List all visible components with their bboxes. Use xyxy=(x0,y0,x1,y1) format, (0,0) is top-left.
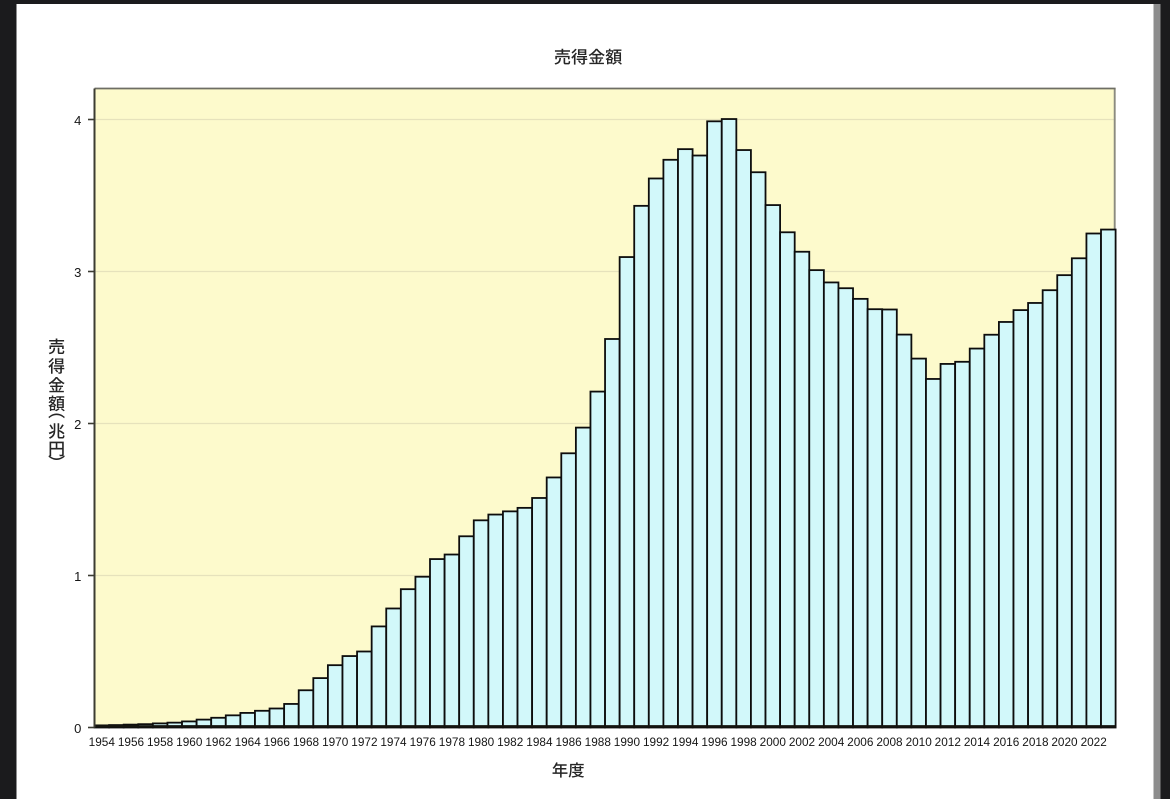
svg-text:0: 0 xyxy=(74,721,81,736)
svg-text:1994: 1994 xyxy=(672,735,699,749)
svg-text:1960: 1960 xyxy=(176,735,203,749)
svg-text:1964: 1964 xyxy=(235,735,262,749)
svg-text:1988: 1988 xyxy=(585,735,612,749)
svg-text:1954: 1954 xyxy=(89,735,116,749)
svg-text:2000: 2000 xyxy=(760,735,787,749)
svg-text:2022: 2022 xyxy=(1081,735,1107,749)
svg-text:1980: 1980 xyxy=(468,735,495,749)
svg-text:2: 2 xyxy=(74,417,81,432)
svg-text:1984: 1984 xyxy=(526,735,553,749)
svg-text:1962: 1962 xyxy=(205,735,231,749)
svg-text:1976: 1976 xyxy=(410,735,437,749)
svg-text:1970: 1970 xyxy=(322,735,349,749)
svg-text:2020: 2020 xyxy=(1051,735,1078,749)
svg-text:4: 4 xyxy=(74,113,81,128)
svg-text:1972: 1972 xyxy=(351,735,377,749)
svg-text:1956: 1956 xyxy=(118,735,145,749)
svg-text:2018: 2018 xyxy=(1022,735,1049,749)
svg-text:2010: 2010 xyxy=(906,735,933,749)
svg-text:1968: 1968 xyxy=(293,735,320,749)
svg-text:2012: 2012 xyxy=(935,735,961,749)
svg-text:2004: 2004 xyxy=(818,735,845,749)
svg-text:1966: 1966 xyxy=(264,735,291,749)
svg-text:1998: 1998 xyxy=(730,735,757,749)
svg-text:1: 1 xyxy=(74,569,81,584)
svg-text:2014: 2014 xyxy=(964,735,991,749)
svg-text:1986: 1986 xyxy=(555,735,582,749)
svg-text:1982: 1982 xyxy=(497,735,523,749)
svg-text:1992: 1992 xyxy=(643,735,669,749)
svg-text:1978: 1978 xyxy=(439,735,466,749)
svg-text:3: 3 xyxy=(74,265,81,280)
svg-text:1996: 1996 xyxy=(701,735,728,749)
svg-text:1974: 1974 xyxy=(380,735,407,749)
svg-text:1958: 1958 xyxy=(147,735,174,749)
svg-text:2008: 2008 xyxy=(876,735,903,749)
svg-text:2002: 2002 xyxy=(789,735,815,749)
svg-text:2006: 2006 xyxy=(847,735,874,749)
svg-text:2016: 2016 xyxy=(993,735,1020,749)
svg-text:1990: 1990 xyxy=(614,735,641,749)
